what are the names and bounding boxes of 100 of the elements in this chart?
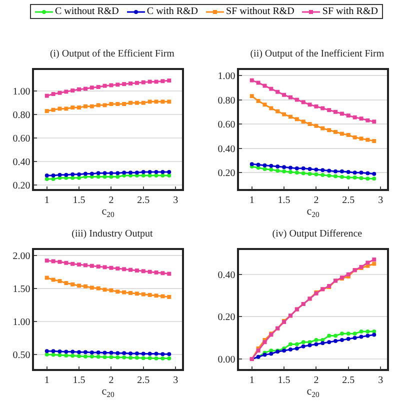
x-tick-label: 2.5 (342, 194, 355, 206)
point (102, 288, 107, 292)
point (128, 100, 133, 105)
point (141, 174, 146, 178)
point (314, 172, 318, 176)
chart-title: (i) Output of the Efficient Firm (50, 48, 175, 60)
point (58, 349, 62, 354)
point (308, 343, 312, 348)
point (77, 176, 82, 180)
point (160, 100, 165, 104)
point (327, 174, 332, 178)
point (141, 100, 146, 105)
point (320, 168, 325, 172)
point (83, 350, 88, 354)
x-tick-label: 3 (173, 374, 178, 386)
point (90, 286, 94, 290)
point (51, 352, 56, 357)
point (314, 124, 318, 128)
point (320, 126, 325, 130)
point (334, 130, 338, 134)
point (160, 170, 165, 174)
point (282, 92, 286, 97)
point (58, 106, 62, 111)
point (294, 98, 299, 102)
point (77, 284, 82, 288)
point (116, 351, 120, 356)
point (366, 260, 370, 265)
point (288, 170, 292, 174)
point (308, 166, 312, 171)
point (301, 120, 306, 124)
x-tick-label: 2 (108, 374, 114, 386)
point (109, 266, 114, 270)
point (269, 168, 274, 172)
y-tick-label: 1.00 (12, 86, 30, 98)
point (269, 352, 274, 356)
point (102, 355, 107, 360)
point (51, 177, 56, 182)
point (70, 176, 75, 180)
point (294, 170, 299, 175)
point (122, 351, 126, 356)
point (346, 114, 350, 118)
point (359, 334, 364, 339)
point (64, 106, 68, 111)
point (58, 260, 62, 264)
point (256, 80, 260, 85)
point (352, 175, 357, 180)
y-tick-label: 0.00 (218, 354, 236, 366)
legend-label: SF with R&D (322, 6, 378, 17)
point (334, 334, 338, 338)
point (128, 170, 133, 175)
point (294, 346, 299, 350)
y-tick-label: 1.00 (218, 70, 236, 82)
point (116, 102, 120, 106)
x-tick-label: 3 (173, 194, 178, 206)
point (148, 292, 152, 297)
point (148, 174, 152, 178)
point (58, 90, 62, 95)
point (334, 339, 338, 344)
point (340, 174, 344, 179)
y-tick-label: 0.40 (218, 270, 236, 281)
point (308, 172, 312, 176)
point (51, 92, 56, 96)
x-tick-label: 1.5 (278, 194, 290, 206)
point (167, 100, 172, 104)
point (366, 118, 370, 122)
point (288, 342, 292, 346)
point (116, 171, 120, 176)
point (116, 266, 120, 271)
point (70, 172, 75, 176)
point (314, 168, 318, 172)
point (122, 355, 126, 360)
point (154, 80, 158, 84)
point (327, 334, 332, 338)
point (77, 172, 82, 176)
point (167, 272, 172, 276)
point (58, 172, 62, 177)
point (334, 174, 338, 178)
point (167, 356, 172, 360)
point (334, 169, 338, 174)
point (83, 86, 88, 91)
point (160, 352, 165, 356)
point (116, 174, 120, 179)
point (269, 348, 274, 353)
y-tick-label: 0.80 (12, 110, 30, 122)
point (102, 350, 107, 355)
point (372, 262, 376, 266)
y-tick-label: 2.00 (12, 250, 30, 262)
point (340, 169, 344, 174)
point (64, 260, 68, 265)
point (83, 263, 88, 268)
point (327, 128, 332, 132)
point (122, 102, 126, 106)
point (102, 103, 107, 108)
point (116, 82, 120, 87)
point (359, 116, 364, 121)
point (77, 106, 82, 110)
point (96, 354, 100, 359)
point (77, 350, 82, 354)
point (250, 162, 254, 166)
point (70, 88, 75, 93)
